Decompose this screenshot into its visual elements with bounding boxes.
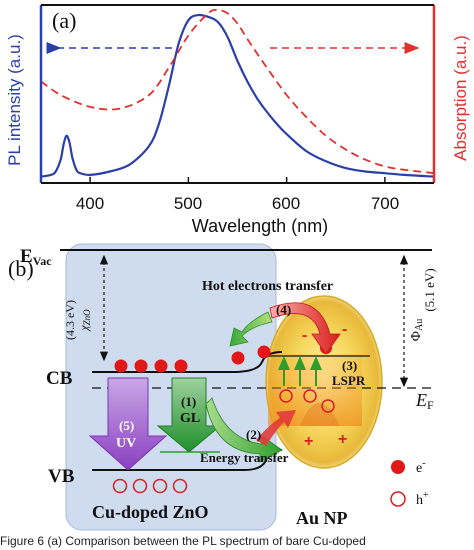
au-np-label: Au NP [296,508,348,528]
vb-label: VB [48,466,75,487]
y-left-label: PL intensity (a.u.) [5,34,24,166]
e-vac-label: EVac [20,246,52,268]
panel-b-label: (b) [8,256,34,281]
hot-electrons-label: Hot electrons transfer [202,279,333,294]
chi-main: χ [77,325,91,332]
e-vac-sub: Vac [33,254,53,268]
cb-electrons [114,345,271,373]
ef-main: E [415,390,427,410]
legend-electron-label: e- [416,458,426,476]
step-4-label: (4) [276,302,291,317]
electron [257,345,271,359]
absorption-curve [40,9,435,175]
electron [154,359,168,373]
zno-label: Cu-doped ZnO [92,502,209,522]
electron [134,359,148,373]
hole [112,478,128,494]
energy-transfer-label: Energy transfer [200,450,289,465]
ef-label: EF [415,390,434,412]
hole [132,478,148,494]
y-right-label: Absorption (a.u.) [451,35,470,161]
lspr-label: LSPR [332,373,366,388]
e-vac-main: E [20,246,33,267]
back-transfer-arrow [229,311,273,347]
hole [303,389,317,403]
gl-label: GL [180,411,200,426]
chi-sub: ZnO [82,309,92,326]
x-tick-labels: 400 500 600 700 [76,194,399,213]
energy-transfer-arrow [205,397,283,463]
lspr-excitation-arrows [278,356,322,386]
panel-a-label: (a) [52,8,76,33]
x-axis-label: Wavelength (nm) [192,216,328,236]
hot-electron-arrow [269,302,341,355]
vb-holes [112,478,188,494]
legend-e-main: e [416,461,422,476]
legend-hole-label: h+ [416,490,429,508]
electron [231,351,245,365]
hole [152,478,168,494]
x-tick-label: 500 [174,194,202,213]
au-minus-sign: - [302,327,307,344]
conduction-band [92,351,283,373]
legend-h-sup: + [423,490,429,501]
uv-label: UV [116,436,136,451]
hole [279,389,293,403]
chi-value: (4.3 eV) [63,300,77,340]
x-tick-label: 400 [76,194,104,213]
legend-electron-symbol [391,460,405,474]
gl-arrow [156,377,222,453]
au-plus-sign: + [304,433,313,450]
phi-sub: Au [414,319,425,331]
au-plus-sign: + [338,431,347,448]
charge-legend: e- h+ [390,458,429,508]
ef-sub: F [427,398,434,412]
lspr-distribution [300,403,340,426]
energy-transfer-arrow-red [256,410,296,446]
hole [172,478,188,494]
legend-hole-symbol [390,491,406,507]
step-5-label: (5) [119,418,134,433]
step-2-label: (2) [246,427,261,442]
step-3-label: (3) [342,358,357,373]
legend-h-main: h [416,493,423,508]
figure-caption: Figure 6 (a) Comparison between the PL s… [0,534,366,548]
x-tick-label: 700 [371,194,399,213]
pl-curve [40,13,435,178]
electron [174,359,188,373]
electron [114,359,128,373]
panel-a: (a) PL intensity (a.u.) Absorption (a.u.… [5,4,470,236]
hole [321,399,335,413]
chi-label: χZnO [77,309,92,332]
plot-a [40,9,435,183]
legend-e-sup: - [422,458,425,469]
phi-main: Φ [409,331,424,341]
au-minus-sign: - [342,321,347,338]
x-tick-label: 600 [272,194,300,213]
panel-b: (b) EVac χZnO (4.3 eV) ΦAu (5.1 eV) CB E… [8,243,437,531]
phi-label: ΦAu [409,319,425,341]
phi-value: (5.1 eV) [422,268,437,311]
step-1-label: (1) [181,394,196,409]
cb-label: CB [46,368,73,389]
uv-arrow [88,377,168,471]
